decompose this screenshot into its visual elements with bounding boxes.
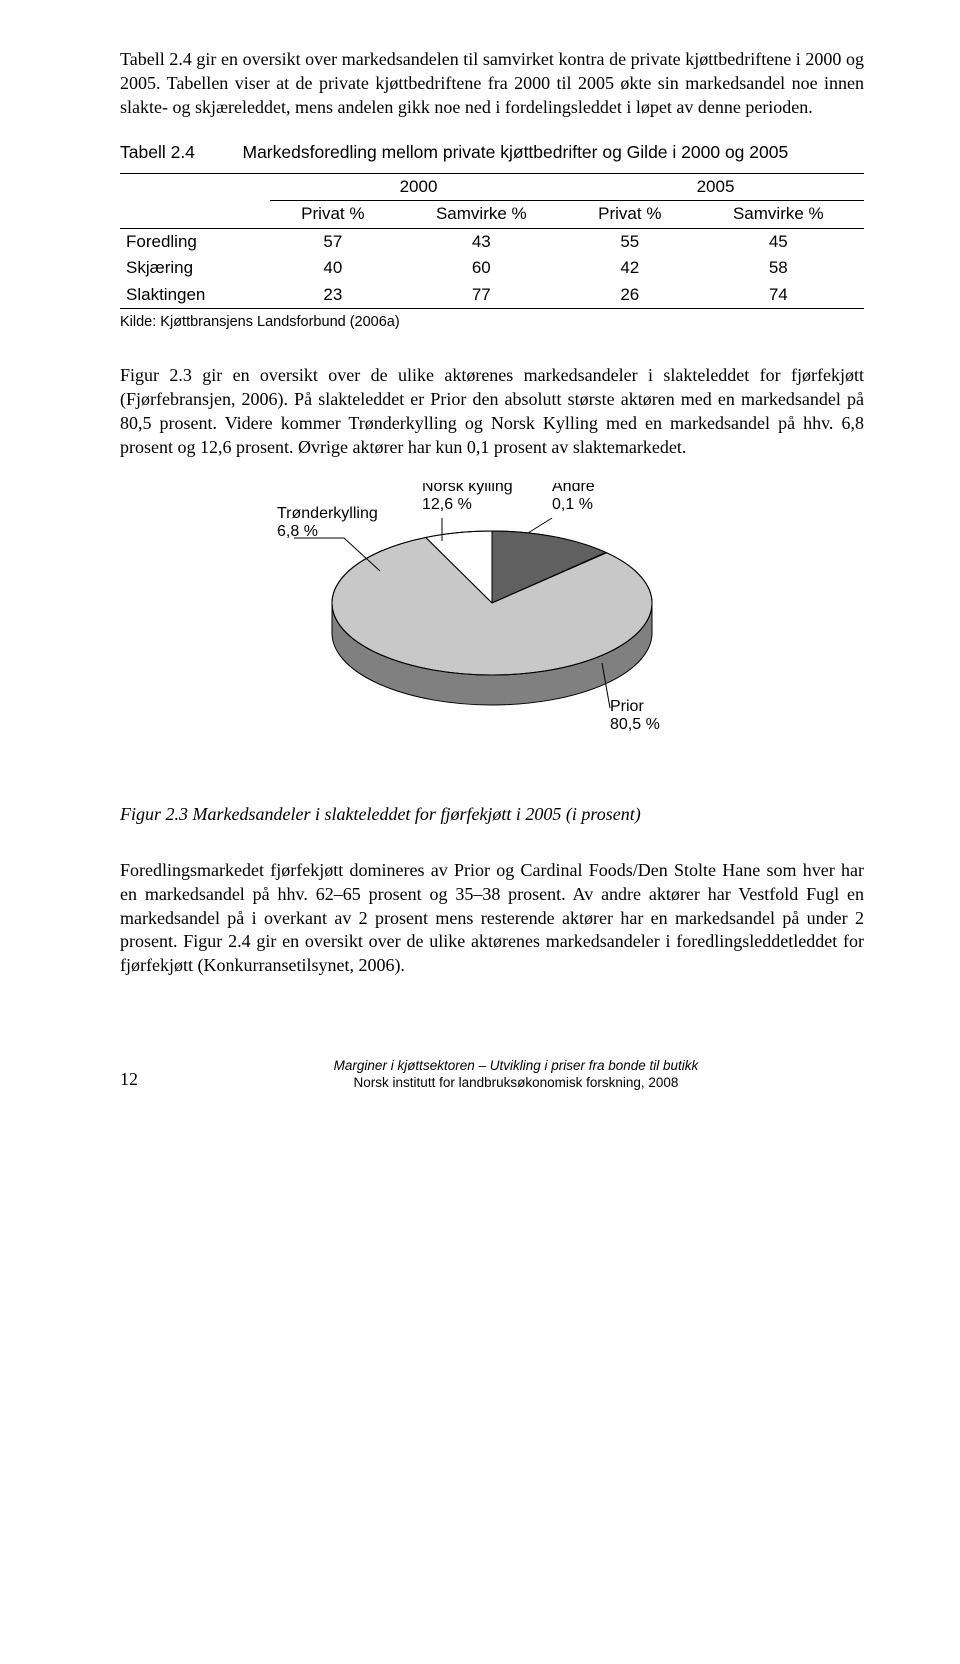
pie-label: Prior bbox=[610, 698, 644, 715]
table-cell: 40 bbox=[270, 255, 396, 281]
table-cell: 23 bbox=[270, 282, 396, 309]
page-number: 12 bbox=[120, 1068, 168, 1092]
table-cell: 43 bbox=[396, 228, 567, 255]
table-cell: 57 bbox=[270, 228, 396, 255]
table-cell: 60 bbox=[396, 255, 567, 281]
table-row-label: Skjæring bbox=[120, 255, 270, 281]
pie-label: Norsk kylling bbox=[422, 483, 513, 495]
table-cell: 26 bbox=[567, 282, 693, 309]
footer-text: Marginer i kjøttsektoren – Utvikling i p… bbox=[168, 1058, 864, 1092]
table-row-label: Foredling bbox=[120, 228, 270, 255]
pie-label-pct: 0,1 % bbox=[552, 496, 593, 513]
pie-label: Andre bbox=[552, 483, 595, 495]
intro-paragraph: Tabell 2.4 gir en oversikt over markedsa… bbox=[120, 48, 864, 119]
bottom-paragraph: Foredlingsmarkedet fjørfekjøtt domineres… bbox=[120, 859, 864, 978]
table-year-2000: 2000 bbox=[270, 174, 567, 201]
leader-line bbox=[528, 518, 552, 533]
table-col-samvirke-2000: Samvirke % bbox=[396, 201, 567, 228]
table-cell: 74 bbox=[693, 282, 864, 309]
table-year-2005: 2005 bbox=[567, 174, 864, 201]
figure-caption: Figur 2.3 Markedsandeler i slakteleddet … bbox=[120, 803, 864, 827]
table-source: Kilde: Kjøttbransjens Landsforbund (2006… bbox=[120, 313, 864, 332]
table-col-privat-2000: Privat % bbox=[270, 201, 396, 228]
pie-label-pct: 6,8 % bbox=[277, 523, 318, 540]
table-row-label: Slaktingen bbox=[120, 282, 270, 309]
market-share-pie-chart: Trønderkylling6,8 % Norsk kylling12,6 % An… bbox=[232, 483, 752, 763]
table-cell: 55 bbox=[567, 228, 693, 255]
table-cell: 58 bbox=[693, 255, 864, 281]
mid-paragraph: Figur 2.3 gir en oversikt over de ulike … bbox=[120, 364, 864, 459]
pie-label: Trønderkylling bbox=[277, 505, 378, 522]
footer-line-2: Norsk institutt for landbruksøkonomisk f… bbox=[354, 1075, 679, 1090]
table-cell: 45 bbox=[693, 228, 864, 255]
table-row: Slaktingen23772674 bbox=[120, 282, 864, 309]
footer-line-1: Marginer i kjøttsektoren – Utvikling i p… bbox=[334, 1058, 699, 1073]
table-number: Tabell 2.4 bbox=[120, 141, 238, 164]
pie-label-pct: 12,6 % bbox=[422, 496, 472, 513]
market-share-table: 2000 2005 Privat % Samvirke % Privat % S… bbox=[120, 173, 864, 309]
page-footer: 12 Marginer i kjøttsektoren – Utvikling … bbox=[120, 1058, 864, 1092]
table-cell: 77 bbox=[396, 282, 567, 309]
table-row: Skjæring40604258 bbox=[120, 255, 864, 281]
table-col-samvirke-2005: Samvirke % bbox=[693, 201, 864, 228]
table-caption: Markedsforedling mellom private kjøttbed… bbox=[243, 141, 789, 164]
table-col-privat-2005: Privat % bbox=[567, 201, 693, 228]
pie-chart-container: Trønderkylling6,8 % Norsk kylling12,6 % An… bbox=[120, 483, 864, 763]
table-row: Foredling57435545 bbox=[120, 228, 864, 255]
pie-label-pct: 80,5 % bbox=[610, 716, 660, 733]
table-cell: 42 bbox=[567, 255, 693, 281]
table-title: Tabell 2.4 Markedsforedling mellom priva… bbox=[120, 141, 864, 165]
